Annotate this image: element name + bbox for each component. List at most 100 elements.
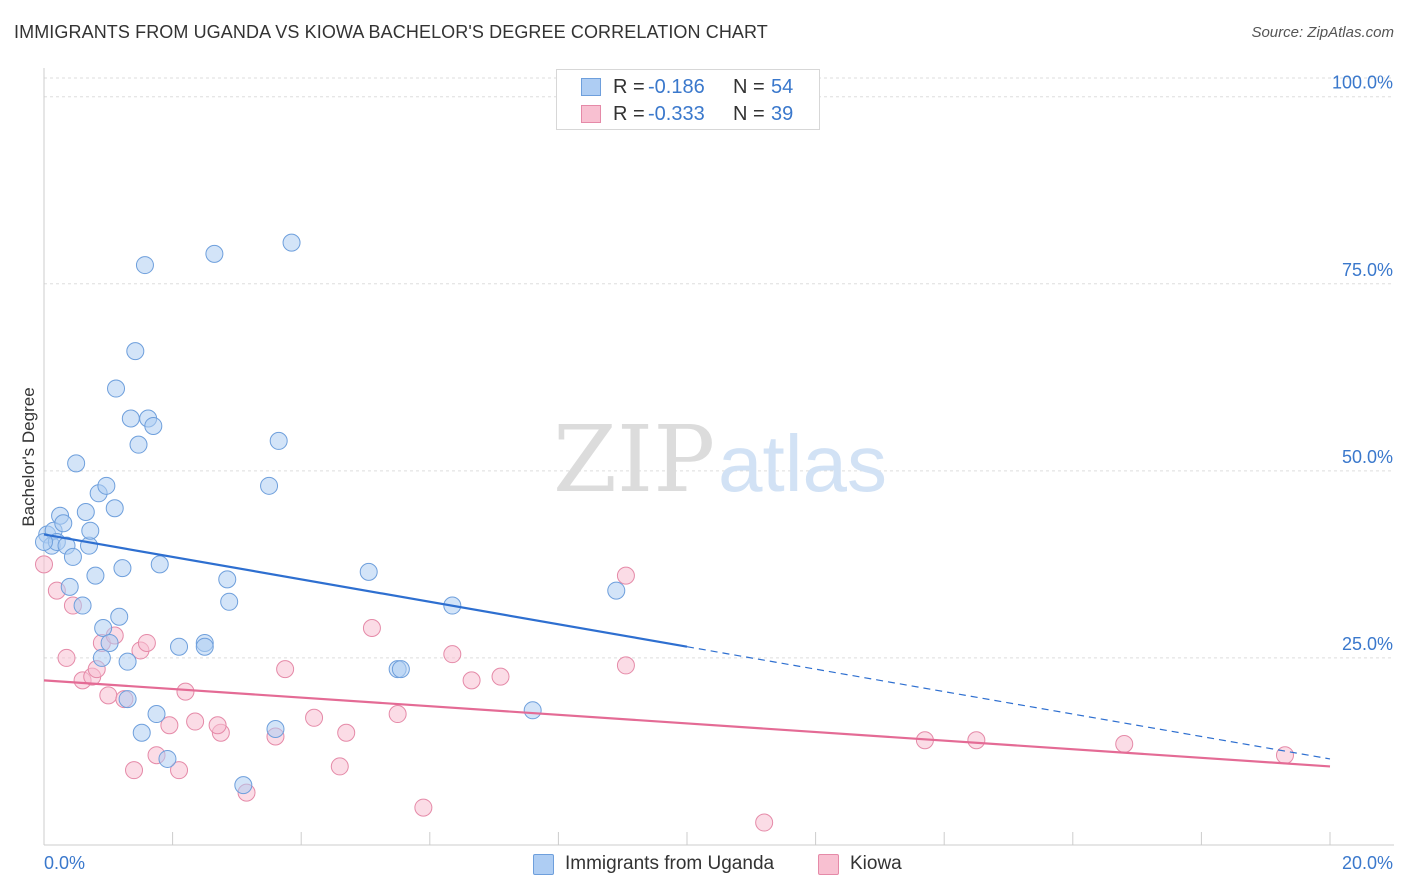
uganda-point <box>81 521 100 540</box>
uganda-point <box>195 637 214 656</box>
kiowa-point <box>330 757 349 776</box>
uganda-point <box>260 476 279 495</box>
kiowa-point <box>137 633 156 652</box>
uganda-point <box>147 705 166 724</box>
kiowa-point <box>491 667 510 686</box>
uganda-point <box>266 720 285 739</box>
legend-swatch-kiowa <box>581 105 601 123</box>
legend-n-label: N = <box>733 102 765 125</box>
x-tick-label: 0.0% <box>44 853 85 873</box>
uganda-point <box>129 435 148 454</box>
uganda-trend-line <box>43 533 688 648</box>
legend-n-value: 39 <box>771 102 794 125</box>
uganda-point <box>144 416 163 435</box>
watermark-atlas: atlas <box>718 419 887 508</box>
kiowa-point <box>208 716 227 735</box>
uganda-point <box>121 409 140 428</box>
uganda-point <box>220 592 239 611</box>
uganda-point <box>158 749 177 768</box>
uganda-point <box>269 431 288 450</box>
kiowa-point <box>99 686 118 705</box>
uganda-point <box>523 701 542 720</box>
gridlines <box>44 77 1394 659</box>
legend-r-value: -0.333 <box>648 102 705 125</box>
uganda-point <box>97 476 116 495</box>
uganda-point <box>73 596 92 615</box>
uganda-point <box>63 547 82 566</box>
kiowa-point <box>616 656 635 675</box>
kiowa-point <box>35 555 53 574</box>
uganda-point <box>234 776 253 795</box>
trend-lines <box>43 533 1331 768</box>
uganda-point <box>126 342 145 361</box>
uganda-point <box>60 577 79 596</box>
uganda-point <box>118 690 137 709</box>
legend-swatch-kiowa <box>818 854 839 875</box>
legend-n-value: 54 <box>771 75 794 98</box>
y-tick-label: 100.0% <box>1332 73 1393 93</box>
legend-label-kiowa: Kiowa <box>850 853 902 874</box>
uganda-point <box>54 514 73 533</box>
kiowa-point <box>337 723 356 742</box>
uganda-point <box>80 536 99 555</box>
y-tick-label: 25.0% <box>1342 634 1393 654</box>
uganda-point <box>100 633 119 652</box>
uganda-point <box>113 559 132 578</box>
kiowa-point <box>57 648 76 667</box>
legend-r-value: -0.186 <box>648 75 705 98</box>
source-label: Source: ZipAtlas.com <box>1251 24 1394 41</box>
uganda-point <box>105 499 124 518</box>
kiowa-point <box>1275 746 1294 765</box>
kiowa-point <box>1115 734 1134 753</box>
kiowa-point <box>388 705 407 724</box>
kiowa-point <box>186 712 205 731</box>
uganda-point <box>150 555 169 574</box>
uganda-point <box>76 503 95 522</box>
uganda-point <box>92 648 111 667</box>
series-kiowa-points <box>35 555 1294 832</box>
uganda-point <box>67 454 86 473</box>
uganda-point <box>94 618 113 637</box>
uganda-point <box>170 637 189 656</box>
watermark: ZIP atlas <box>553 406 887 513</box>
uganda-point <box>205 244 224 263</box>
chart-title: IMMIGRANTS FROM UGANDA VS KIOWA BACHELOR… <box>14 22 768 42</box>
kiowa-point <box>170 761 189 780</box>
kiowa-point <box>305 708 324 727</box>
y-tick-label: 50.0% <box>1342 447 1393 467</box>
y-tick-label: 75.0% <box>1342 260 1393 280</box>
legend-swatch-uganda <box>581 78 601 96</box>
uganda-point <box>607 581 626 600</box>
uganda-point <box>218 570 237 589</box>
kiowa-point <box>362 618 381 637</box>
uganda-point <box>132 723 151 742</box>
kiowa-point <box>443 645 462 664</box>
series-uganda-points <box>35 233 626 795</box>
x-tick-label: 20.0% <box>1342 853 1393 873</box>
series-legend: Immigrants from Uganda Kiowa <box>0 852 1406 876</box>
legend-r-label: R = <box>613 102 645 125</box>
watermark-zip: ZIP <box>553 406 715 513</box>
uganda-point <box>118 652 137 671</box>
legend-swatch-uganda <box>533 854 554 875</box>
y-axis-label: Bachelor's Degree <box>19 387 38 526</box>
tick-labels: 25.0% 50.0% 75.0% 100.0% 0.0% 20.0% <box>44 73 1393 873</box>
kiowa-point <box>414 798 433 817</box>
legend-n-label: N = <box>733 75 765 98</box>
kiowa-point <box>462 671 481 690</box>
kiowa-point <box>616 566 635 585</box>
kiowa-point <box>125 761 144 780</box>
uganda-point <box>86 566 105 585</box>
kiowa-point <box>755 813 774 832</box>
uganda-point <box>107 379 126 398</box>
uganda-trend-extension <box>686 646 1331 760</box>
axes <box>43 68 1394 846</box>
legend-r-label: R = <box>613 75 645 98</box>
kiowa-point <box>176 682 195 701</box>
kiowa-trend-line <box>43 679 1331 768</box>
kiowa-point <box>160 716 179 735</box>
uganda-point <box>110 607 129 626</box>
kiowa-point <box>276 660 295 679</box>
uganda-point <box>391 660 410 679</box>
